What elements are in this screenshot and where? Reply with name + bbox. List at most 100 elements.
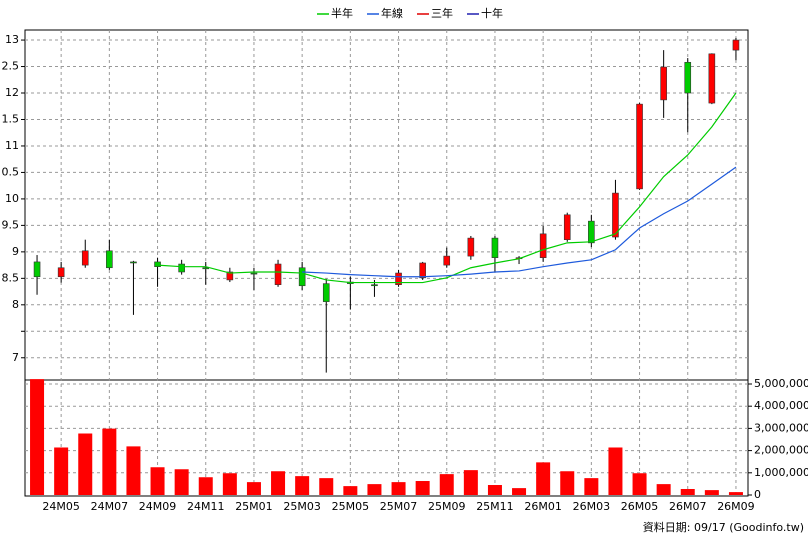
candle-body [491,237,499,258]
ma-line [157,92,737,284]
candle-body [588,220,595,244]
y2-tick-label: 0 [754,488,761,501]
candle-body [250,272,258,275]
x-tick-label: 25M11 [476,500,514,513]
volume-bar [343,486,358,495]
volume-panel [24,379,749,497]
candle-body [660,66,667,101]
volume-bar [102,428,117,495]
x-tick-label: 24M09 [139,500,177,513]
volume-bar [295,476,310,495]
volume-bar [487,485,502,495]
candle-body [322,283,330,302]
volume-bar [463,470,478,495]
volume-bar [560,471,575,495]
volume-bar [367,484,382,495]
candle-body [563,214,571,240]
volume-bar [222,473,237,495]
volume-bar [728,492,743,495]
volume-bar [271,471,286,495]
y-tick-label: 11 [5,139,19,152]
candle-body [539,233,547,258]
footer-note: 資料日期: 09/17 (Goodinfo.tw) [643,520,804,534]
x-tick-label: 25M01 [235,500,273,513]
y2-tick-label: 5,000,000 [754,377,808,390]
y2-tick-label: 4,000,000 [754,399,808,412]
candle-body [130,261,137,264]
volume-bar [54,447,69,495]
volume-bar [656,484,671,495]
candle-body [708,53,716,104]
volume-bar [415,481,430,495]
x-tick-label: 25M07 [380,500,418,513]
volume-bar [439,474,454,495]
volume-bar [78,433,93,495]
volume-bar [174,469,189,495]
candle-body [443,255,451,266]
x-tick-label: 24M11 [187,500,225,513]
candle-body [202,267,210,270]
y2-tick-label: 3,000,000 [754,421,808,434]
volume-bar [680,489,695,495]
candle-body [732,39,740,51]
candle-body [33,261,41,278]
candle-body [371,284,378,287]
y-tick-label: 7 [12,351,19,364]
volume-bar [126,446,141,495]
volume-bar [150,467,165,495]
y-tick-label: 13 [5,33,19,46]
y-tick-label: 12 [5,86,19,99]
y-tick-label: 2.5 [2,60,20,73]
volume-bar [536,462,551,495]
ma-line [302,166,737,278]
y-tick-label: 9 [12,245,19,258]
legend-label: 年線 [381,6,403,20]
legend-label: 十年 [481,6,503,20]
candle-body [154,261,161,267]
candle-body [178,263,185,273]
candle-body [106,250,113,269]
price-panel [24,29,749,381]
candle-body [81,250,89,266]
candle-body [298,267,306,287]
x-tick-label: 25M05 [332,500,370,513]
volume-bar [584,478,599,495]
y2-tick-label: 1,000,000 [754,466,808,479]
x-tick-label: 24M07 [91,500,129,513]
candle-body [226,271,234,281]
x-tick-label: 26M09 [717,500,755,513]
legend-label: 三年 [431,6,453,20]
x-tick-label: 26M03 [573,500,611,513]
candle-body [636,103,643,190]
x-tick-label: 26M05 [621,500,659,513]
x-tick-label: 26M07 [669,500,707,513]
x-tick-label: 26M01 [524,500,562,513]
volume-bar [704,490,719,495]
volume-bar [30,379,45,495]
x-tick-label: 25M09 [428,500,466,513]
y-tick-label: 10 [5,192,19,205]
x-tick-label: 24M05 [42,500,80,513]
volume-bar [512,488,527,495]
candle-body [419,262,426,279]
y2-tick-label: 2,000,000 [754,444,808,457]
legend-label: 半年 [331,6,353,20]
volume-bar [632,473,647,495]
x-tick-label: 25M03 [283,500,321,513]
volume-bar [391,482,406,495]
y-tick-label: 0.5 [2,165,20,178]
candle-body [612,192,619,238]
y-tick-label: 8.5 [2,271,20,284]
candle-body [274,263,282,285]
candle-body [684,61,692,94]
y-tick-label: 8 [12,298,19,311]
volume-bar [198,477,213,495]
y-tick-label: 9.5 [2,218,20,231]
candle-body [57,267,65,278]
volume-bar [608,447,623,495]
candle-body [467,237,475,257]
volume-bar [319,478,334,495]
y-tick-label: 1.5 [2,112,20,125]
candle-body [395,272,402,285]
